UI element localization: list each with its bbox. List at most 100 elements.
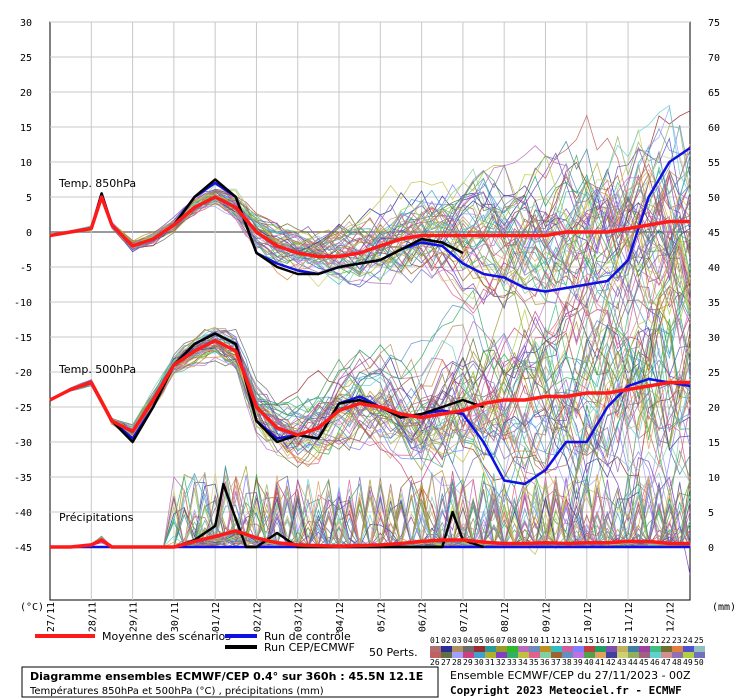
member-swatch	[661, 646, 672, 652]
member-swatch	[694, 652, 705, 658]
member-swatch	[617, 652, 628, 658]
x-tick: 04/12	[335, 602, 346, 632]
member-swatch	[573, 652, 584, 658]
member-swatch	[639, 646, 650, 652]
y-tick-left: 20	[20, 88, 32, 99]
y-tick-right: 75	[708, 18, 720, 29]
member-number: 40	[584, 658, 594, 667]
member-number: 26	[430, 658, 440, 667]
member-swatch	[452, 652, 463, 658]
member-number: 20	[639, 636, 649, 645]
member-number: 15	[584, 636, 594, 645]
member-line	[49, 341, 691, 508]
member-swatch	[584, 652, 595, 658]
x-tick: 05/12	[376, 602, 387, 632]
member-number: 42	[606, 658, 616, 667]
y-tick-left: -35	[14, 473, 32, 484]
y-tick-left: -20	[14, 368, 32, 379]
member-line	[49, 274, 691, 468]
member-number: 27	[441, 658, 451, 667]
member-number: 22	[661, 636, 671, 645]
main-series	[49, 146, 691, 549]
y-tick-right: 45	[708, 228, 720, 239]
legend-label-control: Run de contrôle	[264, 630, 351, 643]
member-number: 21	[650, 636, 660, 645]
member-number: 49	[683, 658, 693, 667]
member-swatch	[518, 646, 529, 652]
x-tick: 07/12	[459, 602, 470, 632]
right-axis-unit: (mm)	[712, 602, 736, 613]
member-number: 41	[595, 658, 605, 667]
member-number: 29	[463, 658, 473, 667]
member-swatch	[584, 646, 595, 652]
y-tick-left: 0	[26, 228, 32, 239]
x-tick: 11/12	[624, 602, 635, 632]
member-number: 35	[529, 658, 539, 667]
member-swatch	[507, 646, 518, 652]
member-swatch	[430, 652, 441, 658]
y-tick-right: 25	[708, 368, 720, 379]
x-tick: 02/12	[252, 602, 263, 632]
member-swatch	[573, 646, 584, 652]
member-swatch	[650, 646, 661, 652]
member-swatch	[474, 652, 485, 658]
member-swatch	[485, 646, 496, 652]
member-swatch	[518, 652, 529, 658]
member-line	[49, 186, 691, 298]
y-tick-left: 5	[26, 193, 32, 204]
member-number: 30	[474, 658, 484, 667]
y-tick-right: 50	[708, 193, 720, 204]
y-tick-left: 30	[20, 18, 32, 29]
y-tick-right: 10	[708, 473, 720, 484]
y-tick-right: 35	[708, 298, 720, 309]
member-swatch	[540, 646, 551, 652]
y-tick-right: 0	[708, 543, 714, 554]
y-tick-left: -25	[14, 403, 32, 414]
member-swatch	[628, 646, 639, 652]
mean-line	[50, 529, 690, 549]
x-tick: 30/11	[170, 602, 181, 632]
x-tick: 03/12	[294, 602, 305, 632]
y-tick-left: 15	[20, 123, 32, 134]
member-number: 05	[474, 636, 484, 645]
y-tick-left: -40	[14, 508, 32, 519]
member-number: 02	[441, 636, 451, 645]
footer-copyright: Copyright 2023 Meteociel.fr - ECMWF	[450, 684, 682, 697]
y-tick-right: 30	[708, 333, 720, 344]
member-swatch	[551, 652, 562, 658]
y-tick-right: 15	[708, 438, 720, 449]
member-swatch	[694, 646, 705, 652]
x-tick: 29/11	[129, 602, 140, 632]
member-swatch	[496, 646, 507, 652]
member-swatch	[628, 652, 639, 658]
x-tick: 08/12	[500, 602, 511, 632]
x-tick: 09/12	[541, 602, 552, 632]
panel-label-500: Temp. 500hPa	[58, 363, 136, 376]
member-number: 18	[617, 636, 627, 645]
member-number: 09	[518, 636, 528, 645]
member-number: 46	[650, 658, 660, 667]
member-number: 11	[540, 636, 550, 645]
y-tick-left: -30	[14, 438, 32, 449]
member-swatch	[485, 652, 496, 658]
member-swatch	[551, 646, 562, 652]
member-number: 33	[507, 658, 517, 667]
member-number: 03	[452, 636, 462, 645]
member-number: 13	[562, 636, 572, 645]
member-swatch	[683, 652, 694, 658]
member-swatch	[507, 652, 518, 658]
x-tick: 28/11	[87, 602, 98, 632]
member-swatch	[606, 646, 617, 652]
y-tick-left: -10	[14, 298, 32, 309]
member-swatch	[595, 646, 606, 652]
member-number: 24	[683, 636, 693, 645]
member-number: 50	[694, 658, 704, 667]
x-tick: 01/12	[211, 602, 222, 632]
y-tick-right: 55	[708, 158, 720, 169]
member-swatch	[441, 652, 452, 658]
member-swatch	[430, 646, 441, 652]
member-number: 43	[617, 658, 627, 667]
member-number: 45	[639, 658, 649, 667]
